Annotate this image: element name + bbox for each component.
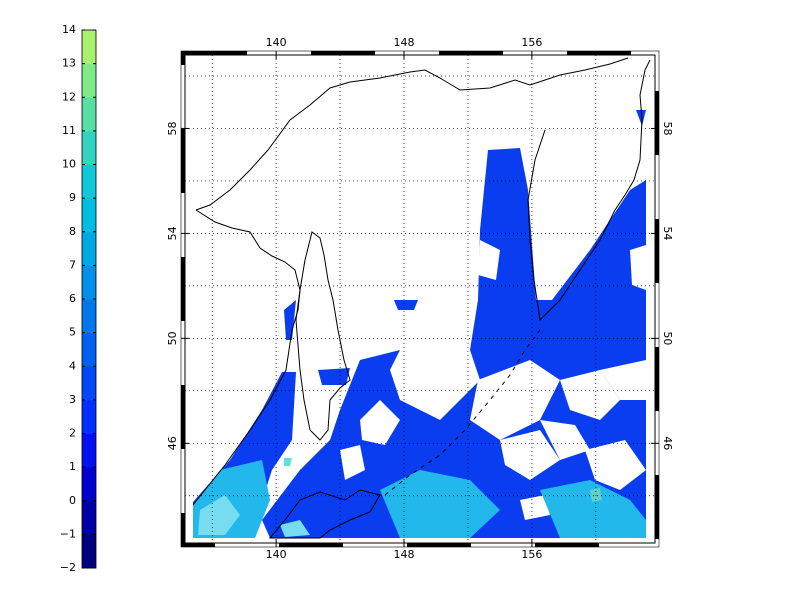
colorbar-tick-label: −1 bbox=[60, 527, 76, 540]
lat-label: 58 bbox=[661, 121, 674, 135]
colorbar-tick-label: 10 bbox=[62, 158, 76, 171]
data-gap bbox=[478, 240, 500, 280]
coastline bbox=[192, 329, 293, 506]
colorbar-segment bbox=[82, 467, 96, 502]
colorbar-segment bbox=[82, 399, 96, 434]
data-gap bbox=[520, 495, 550, 520]
colorbar-segment bbox=[82, 433, 96, 468]
colorbar-segment bbox=[82, 231, 96, 266]
data-gap bbox=[470, 360, 560, 440]
colorbar-tick-label: 4 bbox=[69, 359, 76, 372]
lon-label: 148 bbox=[394, 548, 415, 561]
colorbar-segment bbox=[82, 500, 96, 535]
data-gap bbox=[360, 400, 400, 445]
coastline bbox=[195, 57, 629, 211]
colorbar-segment bbox=[82, 63, 96, 98]
map-data bbox=[193, 110, 646, 538]
colorbar-tick-label: 14 bbox=[62, 23, 76, 36]
data-gap bbox=[340, 445, 365, 480]
data-area bbox=[636, 110, 646, 126]
data-area bbox=[280, 520, 310, 537]
colorbar-tick-label: 8 bbox=[69, 225, 76, 238]
colorbar-segment bbox=[82, 534, 96, 569]
data-area bbox=[198, 495, 240, 535]
data-area bbox=[284, 458, 292, 466]
data-area bbox=[394, 300, 418, 310]
colorbar-tick-label: −2 bbox=[60, 561, 76, 574]
colorbar-tick-label: 12 bbox=[62, 90, 76, 103]
data-gap bbox=[390, 350, 480, 420]
colorbar-segment bbox=[82, 198, 96, 233]
colorbar-tick-label: 6 bbox=[69, 292, 76, 305]
lon-label: 156 bbox=[521, 548, 542, 561]
colorbar-segment bbox=[82, 164, 96, 199]
map-border bbox=[181, 51, 659, 547]
lat-label: 46 bbox=[661, 436, 674, 450]
data-gap bbox=[560, 370, 620, 420]
colorbar-tick-label: 11 bbox=[62, 124, 76, 137]
colorbar-tick-label: 3 bbox=[69, 393, 76, 406]
colorbar-tick-label: 0 bbox=[69, 494, 76, 507]
kuril-islands bbox=[384, 329, 541, 496]
lon-label: 140 bbox=[266, 36, 287, 49]
colorbar-segment bbox=[82, 265, 96, 300]
lat-label: 54 bbox=[166, 226, 179, 240]
colorbar-segment bbox=[82, 366, 96, 401]
map-outer bbox=[180, 50, 660, 548]
lat-label: 58 bbox=[166, 121, 179, 135]
data-gap bbox=[500, 430, 560, 480]
colorbar-tick-label: 7 bbox=[69, 258, 76, 271]
lat-label: 46 bbox=[166, 436, 179, 450]
lat-label: 50 bbox=[166, 331, 179, 345]
hokkaido bbox=[268, 489, 381, 539]
colorbar-tick-label: 2 bbox=[69, 427, 76, 440]
data-gap bbox=[585, 440, 646, 490]
data-gap bbox=[600, 360, 646, 400]
data-area bbox=[318, 368, 350, 385]
data-area bbox=[540, 480, 646, 538]
colorbar-tick-label: 9 bbox=[69, 191, 76, 204]
data-area bbox=[262, 148, 646, 538]
colorbar-segment bbox=[82, 30, 96, 65]
data-area bbox=[284, 300, 296, 340]
lon-label: 156 bbox=[521, 36, 542, 49]
data-area bbox=[380, 470, 500, 538]
lon-label: 148 bbox=[394, 36, 415, 49]
colorbar-segment bbox=[82, 130, 96, 165]
lat-label: 50 bbox=[661, 331, 674, 345]
colorbar-segment bbox=[82, 299, 96, 334]
lon-label: 140 bbox=[266, 548, 287, 561]
lat-label: 54 bbox=[661, 226, 674, 240]
colorbar-segment bbox=[82, 97, 96, 132]
data-gap bbox=[630, 245, 646, 290]
data-gap bbox=[540, 420, 590, 460]
colorbar-segment bbox=[82, 332, 96, 367]
colorbar-tick-label: 1 bbox=[69, 460, 76, 473]
sakhalin bbox=[295, 231, 351, 441]
colorbar-tick-label: 5 bbox=[69, 326, 76, 339]
map-axes: 140 140 148 148 156 156 46 46 50 50 54 54 58 58 bbox=[166, 36, 674, 561]
colorbar-tick-label: 13 bbox=[62, 57, 76, 70]
